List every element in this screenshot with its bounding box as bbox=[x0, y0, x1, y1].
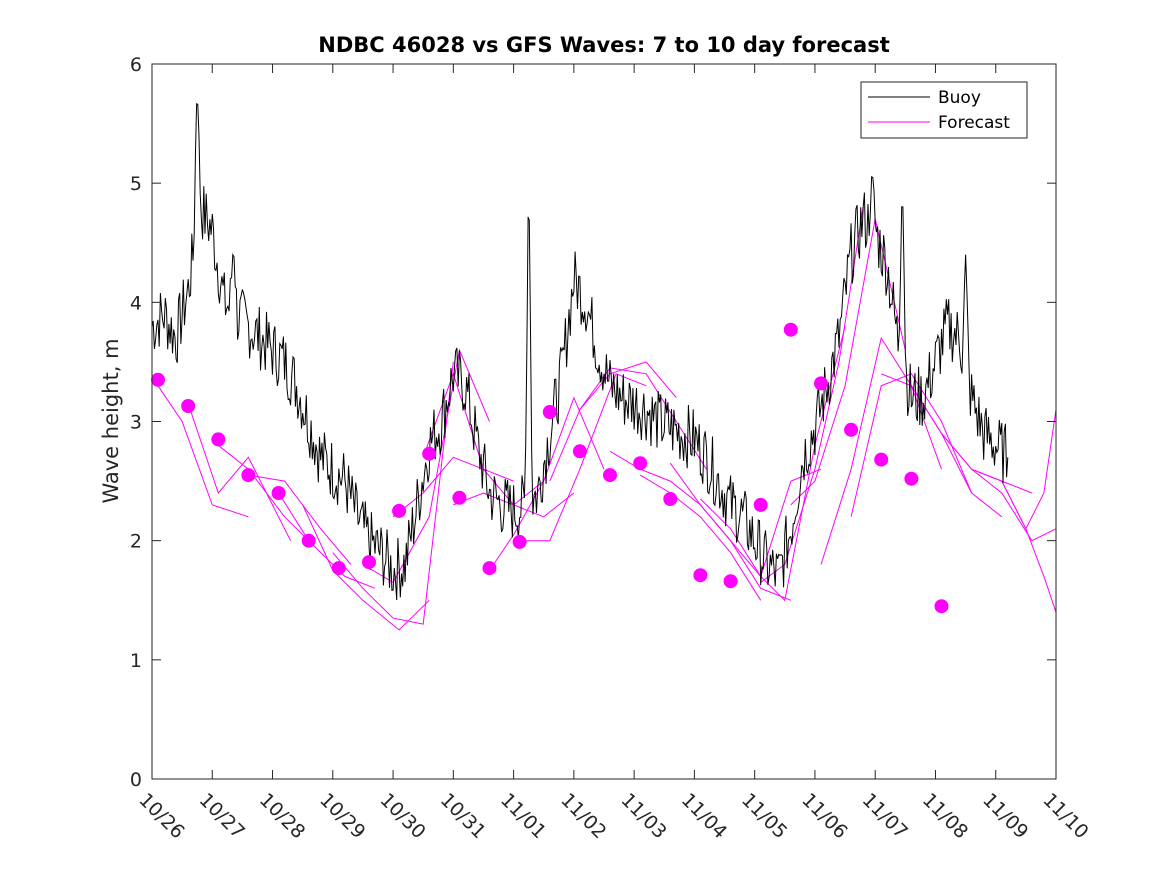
forecast-points bbox=[151, 322, 949, 614]
forecast-line bbox=[157, 385, 249, 518]
y-tick-label: 1 bbox=[130, 650, 142, 672]
legend-forecast-label: Forecast bbox=[938, 113, 1010, 133]
forecast-point bbox=[693, 568, 708, 583]
forecast-point bbox=[151, 372, 165, 387]
forecast-line bbox=[217, 444, 310, 542]
forecast-point bbox=[542, 405, 557, 419]
forecast-point bbox=[271, 486, 286, 500]
forecast-line bbox=[519, 373, 647, 542]
forecast-point bbox=[723, 574, 738, 589]
forecast-point bbox=[633, 456, 648, 471]
forecast-point bbox=[753, 497, 768, 512]
buoy-series bbox=[151, 103, 1009, 601]
forecast-point bbox=[331, 561, 346, 576]
y-tick-label: 5 bbox=[130, 173, 142, 195]
forecast-point bbox=[211, 432, 226, 447]
forecast-point bbox=[512, 534, 527, 549]
forecast-point bbox=[603, 468, 617, 483]
forecast-line bbox=[549, 361, 677, 482]
forecast-line bbox=[639, 474, 762, 601]
forecast-line bbox=[392, 456, 514, 518]
legend-box bbox=[860, 81, 1028, 139]
legend-buoy-label: Buoy bbox=[938, 88, 981, 108]
forecast-line bbox=[489, 396, 605, 571]
forecast-point bbox=[482, 561, 497, 576]
legend: Buoy Forecast bbox=[860, 81, 1028, 139]
forecast-point bbox=[572, 444, 587, 459]
forecast-line bbox=[760, 206, 864, 583]
forecast-line bbox=[187, 403, 292, 541]
forecast-line bbox=[302, 504, 430, 631]
y-tick-label: 6 bbox=[130, 54, 142, 76]
forecast-point bbox=[904, 471, 919, 486]
y-tick-label: 4 bbox=[130, 292, 142, 314]
forecast-point bbox=[663, 492, 678, 506]
forecast-point bbox=[181, 399, 196, 413]
forecast-line bbox=[941, 433, 1057, 542]
forecast-point bbox=[362, 555, 376, 570]
forecast-point bbox=[422, 446, 437, 461]
forecast-line bbox=[730, 326, 846, 602]
forecast-point bbox=[301, 533, 316, 548]
y-tick-label: 3 bbox=[130, 412, 142, 434]
chart-title: NDBC 46028 vs GFS Waves: 7 to 10 day for… bbox=[318, 33, 889, 57]
plot-area bbox=[152, 64, 1056, 779]
forecast-point bbox=[934, 599, 949, 614]
y-tick-label: 0 bbox=[130, 769, 142, 791]
forecast-point bbox=[814, 376, 828, 391]
y-axis: 0 1 2 3 4 5 6 bbox=[130, 54, 1056, 791]
y-tick-label: 2 bbox=[130, 531, 142, 553]
forecast-point bbox=[241, 468, 256, 483]
forecast-point bbox=[844, 422, 859, 437]
forecast-line bbox=[332, 361, 454, 625]
forecast-point bbox=[452, 490, 467, 505]
buoy-line bbox=[151, 103, 1009, 601]
forecast-point bbox=[392, 503, 407, 518]
y-axis-label: Wave height, m bbox=[99, 338, 123, 503]
forecast-line bbox=[1001, 480, 1057, 613]
forecast-point bbox=[783, 322, 798, 337]
forecast-point bbox=[874, 452, 889, 467]
